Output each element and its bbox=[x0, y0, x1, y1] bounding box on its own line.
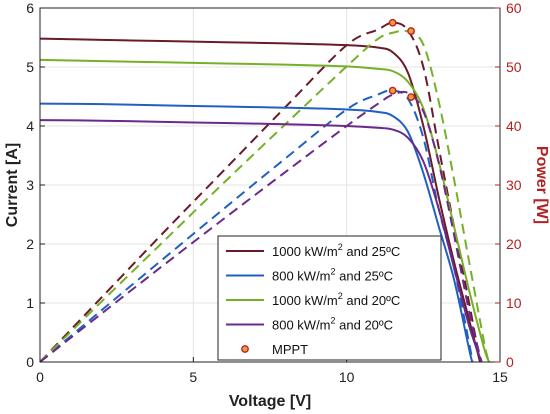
legend-label-text: 800 kW/m bbox=[272, 318, 331, 333]
y-left-tick-label: 2 bbox=[26, 236, 34, 252]
legend-label-text: 1000 kW/m bbox=[272, 293, 338, 308]
y-left-tick-label: 4 bbox=[26, 118, 34, 134]
legend-mppt-label: MPPT bbox=[272, 342, 308, 357]
legend-label-2: 800 kW/m2 and 25ºC bbox=[272, 267, 393, 284]
x-tick-label: 0 bbox=[36, 369, 44, 385]
y-right-tick-label: 30 bbox=[506, 177, 522, 193]
power-curve-3 bbox=[39, 29, 491, 363]
legend-label-superscript: 2 bbox=[331, 316, 336, 326]
y-left-tick-label: 5 bbox=[26, 59, 34, 75]
legend-mppt-marker bbox=[241, 345, 249, 353]
legend-label-superscript: 2 bbox=[331, 267, 336, 277]
power-curve-2 bbox=[39, 89, 474, 363]
current-curve-4 bbox=[39, 119, 483, 363]
y-left-tick-label: 1 bbox=[26, 295, 34, 311]
y-axis-left-label: Current [A] bbox=[4, 143, 21, 227]
y-left-tick-label: 3 bbox=[26, 177, 34, 193]
mppt-point-2 bbox=[388, 86, 397, 95]
current-curve-3 bbox=[39, 58, 491, 363]
y-right-tick-label: 10 bbox=[506, 295, 522, 311]
mppt-point-1 bbox=[388, 18, 397, 27]
y-right-tick-label: 40 bbox=[506, 118, 522, 134]
y-right-tick-label: 20 bbox=[506, 236, 522, 252]
legend-label-text: 800 kW/m bbox=[272, 269, 331, 284]
y-left-tick-label: 6 bbox=[26, 0, 34, 16]
y-right-tick-label: 50 bbox=[506, 59, 522, 75]
x-tick-label: 5 bbox=[189, 369, 197, 385]
legend-label-text: and 20ºC bbox=[336, 318, 394, 333]
legend-label-superscript: 2 bbox=[338, 242, 343, 252]
legend-label-superscript: 2 bbox=[338, 291, 343, 301]
legend-label-text: and 25ºC bbox=[343, 244, 401, 259]
current-curve-1 bbox=[39, 37, 482, 363]
legend-label-3: 1000 kW/m2 and 20ºC bbox=[272, 291, 400, 308]
legend-label-text: and 20ºC bbox=[343, 293, 401, 308]
mppt-point-3 bbox=[407, 27, 415, 35]
legend-label-text: 1000 kW/m bbox=[272, 244, 338, 259]
legend-label-4: 800 kW/m2 and 20ºC bbox=[272, 316, 393, 333]
legend-label-text: and 25ºC bbox=[336, 269, 394, 284]
mppt-point-4 bbox=[407, 93, 415, 101]
legend-label-1: 1000 kW/m2 and 25ºC bbox=[272, 242, 400, 259]
y-left-tick-label: 0 bbox=[26, 354, 34, 370]
y-axis-right-label: Power [W] bbox=[533, 146, 550, 224]
mppt-markers bbox=[388, 18, 415, 101]
y-right-tick-label: 0 bbox=[506, 354, 514, 370]
curves bbox=[39, 21, 491, 363]
current-curve-2 bbox=[39, 102, 474, 363]
x-axis-label: Voltage [V] bbox=[229, 393, 311, 410]
x-tick-label: 15 bbox=[492, 369, 508, 385]
y-right-tick-label: 60 bbox=[506, 0, 522, 16]
legend-box bbox=[217, 235, 442, 361]
x-tick-label: 10 bbox=[339, 369, 355, 385]
